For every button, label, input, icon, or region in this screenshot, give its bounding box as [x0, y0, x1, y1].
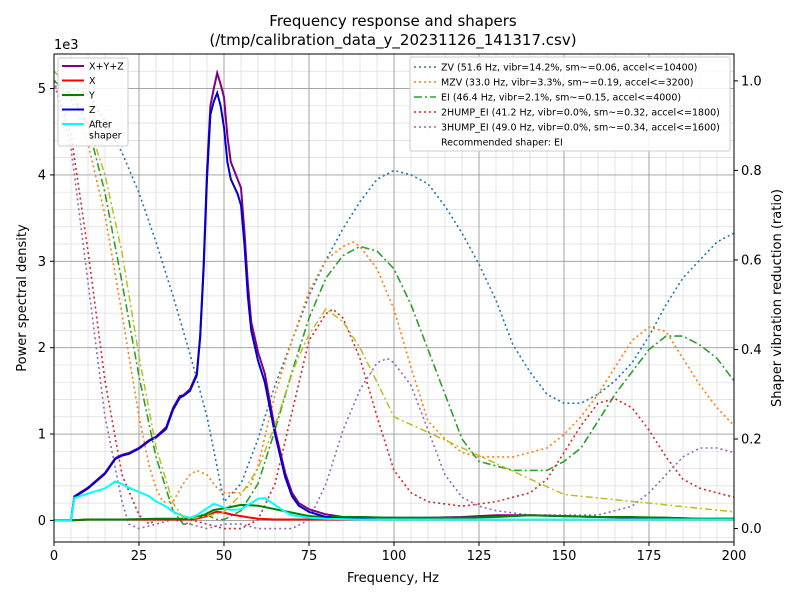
y-tick-label: 2 [38, 341, 46, 356]
x-tick-label: 175 [637, 549, 662, 564]
series-layer [54, 69, 734, 530]
legend-shapers: ZV (51.6 Hz, vibr=14.2%, sm~=0.06, accel… [409, 56, 731, 152]
x-tick-label: 0 [50, 549, 58, 564]
chart-title: Frequency response and shapers [269, 12, 517, 30]
y-scale-label: 1e3 [54, 38, 79, 53]
x-axis-label: Frequency, Hz [347, 571, 439, 586]
legend-psd-label-3: Z [89, 105, 96, 116]
y-tick-label: 4 [38, 168, 46, 183]
y2-tick-label: 0.4 [741, 343, 762, 358]
y2-axis-label: Shaper vibration reduction (ratio) [770, 189, 785, 407]
legend-psd-label-4: After [89, 120, 112, 131]
axes: 0 25 50 75 100 125 150 175 200 0 1 2 3 4 5 0.0 0.2 0.4 0.6… [38, 74, 762, 564]
x-tick-label: 150 [552, 549, 577, 564]
y-tick-label: 1 [38, 428, 46, 443]
legend-shaper-label-3: 2HUMP_EI (41.2 Hz, vibr=0.0%, sm~=0.32, … [441, 108, 720, 119]
y2-tick-label: 1.0 [741, 74, 762, 89]
x-tick-label: 50 [216, 549, 233, 564]
shaper-line-1 [54, 80, 734, 503]
y2-tick-label: 0.8 [741, 164, 762, 179]
psd-line-5 [54, 70, 734, 520]
legend-shaper-label-1: MZV (33.0 Hz, vibr=3.3%, sm~=0.19, accel… [441, 78, 693, 89]
legend-shapers-frame [409, 56, 731, 152]
y2-tick-label: 0.0 [741, 522, 762, 537]
legend-recommended-shaper: Recommended shaper: EI [441, 138, 563, 149]
psd-line-2 [54, 503, 734, 522]
y2-tick-label: 0.2 [741, 433, 762, 448]
y2-tick-label: 0.6 [741, 253, 762, 268]
shaper-line-4 [54, 80, 734, 530]
x-tick-label: 100 [382, 549, 407, 564]
x-tick-label: 200 [722, 549, 747, 564]
y-tick-label: 5 [38, 82, 46, 97]
y-axis-label: Power spectral density [15, 224, 30, 372]
y-tick-label: 0 [38, 514, 46, 529]
legend-psd-label-1: X [89, 76, 96, 87]
legend-shaper-label-0: ZV (51.6 Hz, vibr=14.2%, sm~=0.06, accel… [441, 63, 697, 74]
legend-psd-label-2: Y [88, 91, 95, 102]
legend-psd-label-4: shaper [89, 131, 122, 142]
x-tick-label: 25 [131, 549, 148, 564]
psd-line-4 [54, 480, 734, 522]
x-tick-label: 75 [301, 549, 318, 564]
shaper-line-3 [54, 80, 734, 530]
legend-shaper-label-4: 3HUMP_EI (49.0 Hz, vibr=0.0%, sm~=0.34, … [441, 123, 720, 134]
legend-shaper-label-2: EI (46.4 Hz, vibr=2.1%, sm~=0.15, accel<… [441, 93, 681, 104]
chart-subtitle: (/tmp/calibration_data_y_20231126_141317… [209, 31, 576, 50]
shaper-line-0 [54, 80, 734, 504]
x-tick-label: 125 [467, 549, 492, 564]
legend-psd-label-0: X+Y+Z [89, 62, 124, 73]
y-tick-label: 3 [38, 255, 46, 270]
